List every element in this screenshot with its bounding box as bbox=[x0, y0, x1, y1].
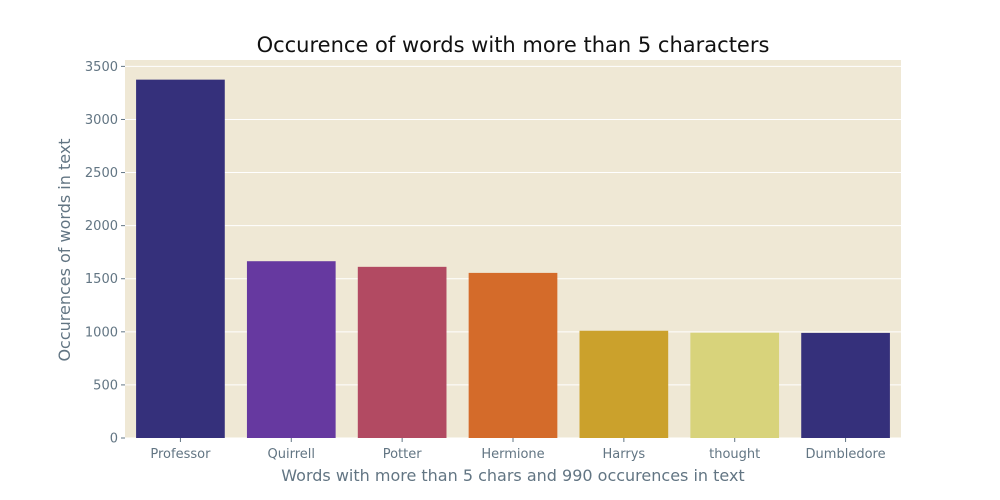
bar-quirrell bbox=[246, 261, 336, 438]
x-tick-label-hermione: Hermione bbox=[481, 447, 544, 462]
y-axis: 0 500 1000 1500 2000 2500 3000 3500 bbox=[85, 60, 125, 447]
y-tick-label: 2000 bbox=[85, 219, 118, 234]
y-tick-label: 1500 bbox=[85, 272, 118, 287]
bar-potter bbox=[357, 266, 447, 438]
bar-hermione bbox=[468, 272, 558, 438]
y-axis-title: Occurences of words in text bbox=[55, 138, 74, 361]
y-tick-label: 3000 bbox=[85, 113, 118, 128]
x-tick-label-harrys: Harrys bbox=[603, 447, 646, 462]
bar-dumbledore bbox=[801, 332, 890, 438]
y-tick-label: 1000 bbox=[85, 325, 118, 340]
bar-professor bbox=[136, 79, 225, 439]
bar-thought bbox=[690, 332, 780, 438]
x-tick-label-quirrell: Quirrell bbox=[268, 447, 315, 462]
bar-harrys bbox=[579, 330, 669, 438]
y-tick-label: 2500 bbox=[85, 166, 118, 181]
x-tick-label-thought: thought bbox=[709, 447, 760, 462]
y-tick-label: 500 bbox=[93, 378, 118, 393]
y-tick-label: 3500 bbox=[85, 60, 118, 75]
x-axis: Professor Quirrell Potter Hermione Harrys tho… bbox=[150, 438, 886, 462]
x-tick-label-dumbledore: Dumbledore bbox=[806, 447, 886, 462]
x-tick-label-potter: Potter bbox=[383, 447, 423, 462]
y-tick-label: 0 bbox=[110, 432, 118, 447]
x-axis-title: Words with more than 5 chars and 990 occ… bbox=[281, 466, 744, 485]
x-tick-label-professor: Professor bbox=[150, 447, 211, 462]
chart-title: Occurence of words with more than 5 char… bbox=[257, 33, 770, 57]
bars bbox=[136, 79, 890, 439]
